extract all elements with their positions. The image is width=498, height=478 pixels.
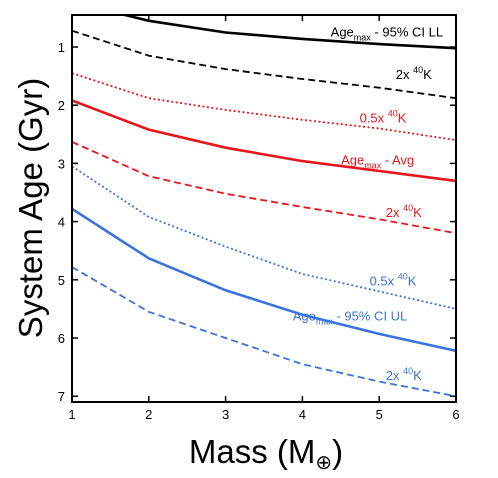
x-tick-label: 5 bbox=[376, 407, 383, 422]
tick-layer: 1 2 3 4 5 6 1 2 3 4 5 6 7 bbox=[58, 15, 460, 422]
x-axis-title: Mass (M⊕) bbox=[189, 433, 343, 474]
series-line-8 bbox=[72, 266, 456, 398]
y-tick-label: 1 bbox=[58, 40, 65, 55]
y-tick-label: 3 bbox=[58, 156, 65, 171]
y-tick-label: 7 bbox=[58, 389, 65, 404]
series-annotation: 0.5x 40K bbox=[370, 272, 417, 289]
x-tick-label: 3 bbox=[222, 407, 229, 422]
series-line-6 bbox=[72, 165, 456, 310]
y-tick-label: 6 bbox=[58, 331, 65, 346]
y-tick-label: 5 bbox=[58, 273, 65, 288]
series-line-2 bbox=[72, 29, 456, 100]
x-tick-label: 6 bbox=[452, 407, 459, 422]
series-annotation: Agemax - 95% CI LL bbox=[331, 25, 443, 43]
x-tick-label: 2 bbox=[145, 407, 152, 422]
annotation-layer: Agemax - 95% CI LL 2x 40K 0.5x 40K Agemax -… bbox=[293, 25, 443, 383]
series-line-5 bbox=[72, 141, 456, 235]
x-tick-label: 1 bbox=[68, 407, 75, 422]
series-annotation: 2x 40K bbox=[396, 65, 432, 82]
series-annotation: 0.5x 40K bbox=[360, 109, 407, 126]
x-axis-title-text: Mass (M bbox=[189, 433, 316, 470]
series-annotation: Agemax - 95% CI UL bbox=[293, 309, 408, 327]
series-layer bbox=[72, 15, 456, 398]
y-axis-title: System Age (Gyr) bbox=[12, 78, 49, 338]
series-annotation: 2x 40K bbox=[386, 366, 422, 383]
y-tick-label: 2 bbox=[58, 98, 65, 113]
series-line-4 bbox=[72, 99, 456, 183]
earth-symbol: ⊕ bbox=[315, 452, 332, 474]
series-annotation: Agemax - Avg bbox=[341, 153, 414, 171]
series-annotation: 2x 40K bbox=[386, 203, 422, 220]
x-tick-label: 4 bbox=[299, 407, 306, 422]
series-line-3 bbox=[72, 72, 456, 141]
x-axis-title-close: ) bbox=[332, 433, 343, 470]
series-line-1 bbox=[119, 15, 456, 50]
series-line-7 bbox=[72, 207, 456, 353]
plot-frame bbox=[71, 14, 457, 403]
y-tick-label: 4 bbox=[58, 215, 65, 230]
